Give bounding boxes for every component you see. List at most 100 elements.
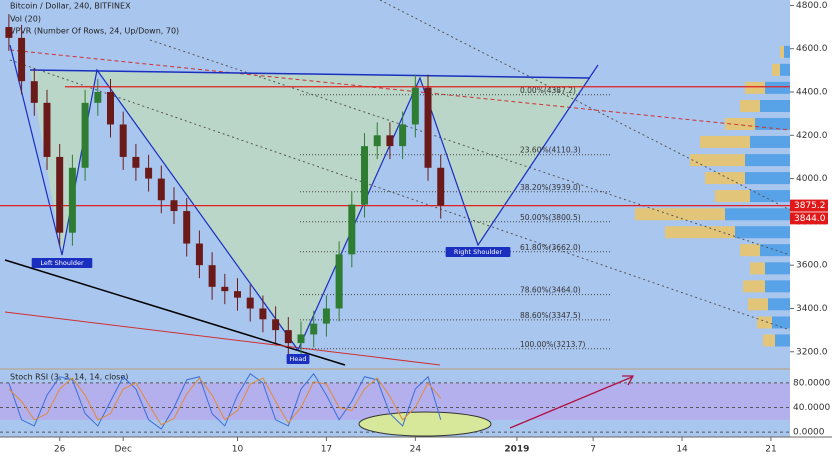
vpvr-up: [745, 154, 790, 167]
vpvr-up: [755, 117, 790, 130]
candle-body: [195, 243, 203, 266]
annotation-label: Left Shoulder: [40, 259, 84, 267]
candle-body: [221, 286, 229, 292]
rsi-ellipse: [358, 411, 492, 437]
x-tick-label: 24: [410, 445, 422, 455]
x-tick-label: 26: [54, 445, 66, 455]
vpvr-down: [780, 45, 784, 58]
fib-label: 88.60%(3347.5): [520, 311, 581, 320]
candle-body: [56, 156, 64, 233]
vpvr-down: [772, 63, 780, 76]
y2-tick-label: 40.0000: [793, 403, 830, 413]
candle-body: [234, 291, 242, 298]
vpvr-down: [635, 208, 725, 221]
y-tick-label: 4000.0: [796, 174, 828, 184]
main-pane: [0, 0, 790, 368]
candle-body: [68, 167, 76, 233]
fib-label: 50.00%(3800.5): [520, 213, 581, 222]
vpvr-down: [740, 100, 760, 113]
volume-label: Vol (20): [10, 15, 41, 24]
candle-body: [399, 124, 407, 147]
rsi-arrow: [509, 376, 633, 429]
y-tick-label: 4400.0: [796, 88, 828, 98]
vpvr-down: [700, 135, 750, 148]
y-tick-label: 4600.0: [796, 44, 828, 54]
x-tick-label: 10: [232, 445, 244, 455]
candle-body: [170, 200, 178, 212]
annotation-box: [286, 354, 310, 364]
y2-tick-label: 0.0000: [793, 428, 825, 438]
vpvr-up: [745, 172, 790, 185]
candle-body: [310, 323, 318, 335]
vpvr-up: [725, 208, 790, 221]
candle-body: [386, 135, 394, 147]
candle-body: [322, 308, 330, 324]
x-tick-label: 7: [590, 445, 596, 455]
annotation-label: Head: [290, 355, 307, 363]
candle-body: [272, 319, 280, 331]
y2-tick-label: 80.0000: [793, 378, 830, 388]
x-tick-label: Dec: [114, 445, 131, 455]
vpvr-up: [765, 280, 790, 293]
candle-body: [94, 92, 102, 103]
candle-body: [183, 211, 191, 244]
vpvr-up: [765, 81, 790, 94]
vpvr-up: [768, 298, 790, 311]
vpvr-down: [745, 81, 765, 94]
fib-label: 38.20%(3939.0): [520, 183, 581, 192]
vpvr-up: [735, 226, 790, 239]
rsi-arrow-head: [622, 375, 635, 386]
annotation-box: [31, 258, 93, 268]
price-badge: [790, 199, 828, 212]
vpvr-down: [757, 316, 772, 329]
vpvr-up: [765, 262, 790, 275]
pattern-line: [9, 44, 599, 352]
candle-body: [424, 87, 432, 168]
neckline: [29, 69, 591, 79]
candle-body: [335, 254, 343, 309]
candle-body: [18, 37, 26, 82]
candle-body: [43, 102, 51, 157]
candle-body: [119, 124, 127, 157]
x-tick-label: 14: [676, 445, 688, 455]
annotation-box: [445, 247, 511, 257]
vpvr-up: [750, 190, 790, 203]
price-badge-label: 3875.2: [794, 201, 826, 211]
vpvr-down: [725, 117, 755, 130]
candle-body: [132, 156, 140, 168]
candle-body: [81, 102, 89, 168]
vpvr-up: [750, 135, 790, 148]
candle-body: [373, 135, 381, 147]
candle-body: [5, 27, 13, 38]
rsi-line: [8, 372, 442, 430]
red-trend-line: [4, 311, 441, 366]
vpvr-down: [750, 262, 765, 275]
red-dashed-line: [9, 49, 791, 131]
candle-body: [348, 204, 356, 255]
candle-body: [259, 308, 267, 320]
candle-body: [30, 81, 38, 103]
fib-label: 78.60%(3464.0): [520, 286, 581, 295]
rsi-label: Stoch RSI (3, 3, 14, 14, close): [10, 373, 128, 382]
vpvr-up: [780, 63, 790, 76]
vpvr-up: [760, 100, 790, 113]
y-tick-label: 4200.0: [796, 131, 828, 141]
candle-body: [107, 92, 114, 125]
rsi-line: [8, 377, 442, 426]
price-axis: [790, 0, 832, 458]
vpvr-down: [715, 190, 750, 203]
vpvr-down: [665, 226, 735, 239]
candle-body: [145, 167, 153, 179]
pattern-fill: [30, 70, 590, 350]
candle-body: [208, 265, 216, 287]
channel-line: [379, 0, 791, 211]
vpvr-up: [775, 334, 790, 347]
annotation-label: Right Shoulder: [454, 248, 502, 256]
vpvr-up: [784, 45, 790, 58]
vpvr-down: [743, 280, 765, 293]
price-badge: [790, 212, 828, 225]
vpvr-up: [760, 244, 790, 257]
fib-label: 23.60%(4110.3): [520, 146, 581, 155]
fib-label: 61.80%(3662.0): [520, 243, 581, 252]
fib-label: 0.00%(4387.2): [520, 86, 576, 95]
